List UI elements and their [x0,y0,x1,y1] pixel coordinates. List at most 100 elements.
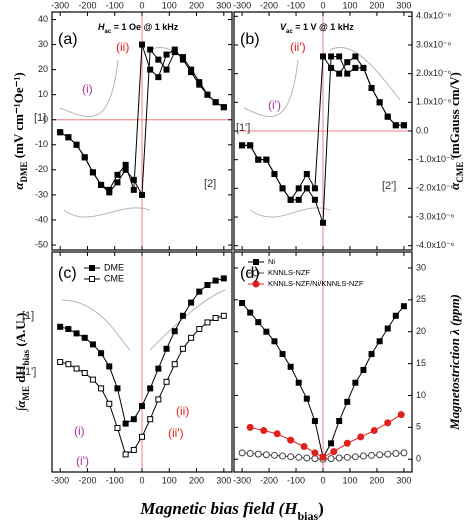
data-point [303,185,310,192]
y-tick-label: -2.0x10⁻⁶ [416,183,455,193]
x-tick-label: -100 [106,475,124,485]
data-point [147,46,154,53]
x-tick-label: 300 [396,0,411,10]
data-point [352,64,359,71]
label-part: (mGauss cm/V) [447,72,462,162]
data-point [171,328,178,335]
y-tick-label: -4.0x10⁻⁶ [416,240,455,250]
data-point [311,455,319,463]
data-point [246,423,254,431]
x-tick-label: -200 [260,475,278,485]
data-point [319,453,327,461]
label-part: (A.U.) [13,313,28,350]
x-tick-label: 200 [369,475,384,485]
data-point [351,453,359,461]
data-point [311,417,318,424]
data-point [239,300,246,307]
legend-marker [253,259,259,265]
data-point [130,186,137,193]
data-point [65,134,72,141]
guide-curve [63,207,151,218]
data-point [255,319,262,326]
x-tick-label: -300 [51,475,69,485]
data-point [368,84,375,91]
data-point [392,122,399,129]
data-point [98,385,105,392]
legend-label: KNNLS-NZF [268,268,311,277]
data-point [98,181,105,188]
guide-curve [249,207,331,218]
annotation: [2] [204,178,216,190]
data-point [130,416,137,423]
data-point [196,326,203,332]
data-point [155,74,162,81]
data-point [204,319,211,326]
data-point [343,439,351,447]
data-point [89,169,96,176]
annotation: [1] [22,310,34,322]
y-tick-label: 5 [416,422,421,432]
data-point [57,129,64,136]
data-point [65,361,72,368]
data-point [155,396,162,403]
x-tick-label: 200 [189,475,204,485]
y-tick-label: -3.0x10⁻⁶ [416,211,455,221]
data-point [220,104,227,111]
x-tick-label: 100 [342,0,357,10]
data-point [303,454,311,462]
x-tick-label: -200 [78,0,96,10]
data-point [279,452,287,460]
data-point [89,341,96,348]
x-tick-label: -300 [233,0,251,10]
data-point [344,70,351,77]
label-part: = 1 V @ 1 kHz [293,22,355,32]
data-point [73,365,80,372]
data-point [336,417,343,424]
annotation: (ii) [116,40,129,54]
guide-curve [243,59,299,117]
x-tick-label: 100 [162,475,177,485]
legend-marker [89,265,95,271]
data-point [147,385,154,392]
data-point [179,345,186,352]
y-tick-label: -20 [35,164,48,174]
x-tick-label: 300 [396,475,411,485]
legend-label: KNNLS-NZF/Ni/KNNLS-NZF [268,279,364,288]
y-tick-label: 1.0x10⁻⁶ [416,97,452,107]
data-point [163,345,170,352]
data-point [122,420,129,427]
annotation: (i') [268,98,281,112]
data-point [368,351,375,358]
data-point [303,171,310,178]
data-point [114,171,121,178]
y-tick-label: 15 [416,358,426,368]
x-tick-label: 100 [342,475,357,485]
data-point [204,91,211,98]
data-point [239,142,246,149]
data-point [122,451,129,458]
data-point [147,66,154,73]
x-tick-label: 0 [320,0,325,10]
data-point [360,366,367,373]
data-point [270,451,278,459]
y-axis-label: Magnetostriction λ (ppm) [447,294,462,431]
data-point [311,185,318,192]
data-point [196,79,203,86]
annotation: [1'] [236,122,250,134]
annotation: (i) [82,82,93,96]
data-point [130,176,137,183]
x-tick-label: -100 [287,475,305,485]
data-point [328,53,335,60]
data-point [400,303,407,310]
data-point [171,49,178,56]
data-point [295,453,303,461]
data-point [188,334,195,341]
data-point [238,449,246,457]
legend-label: Ni [268,257,275,266]
data-point [287,453,295,461]
x-axis-label: Magnetic bias field (Hbias) [139,499,324,523]
x-tick-label: 0 [320,475,325,485]
annotation: [1'] [22,366,36,378]
data-point [344,59,351,66]
data-point [336,70,343,77]
